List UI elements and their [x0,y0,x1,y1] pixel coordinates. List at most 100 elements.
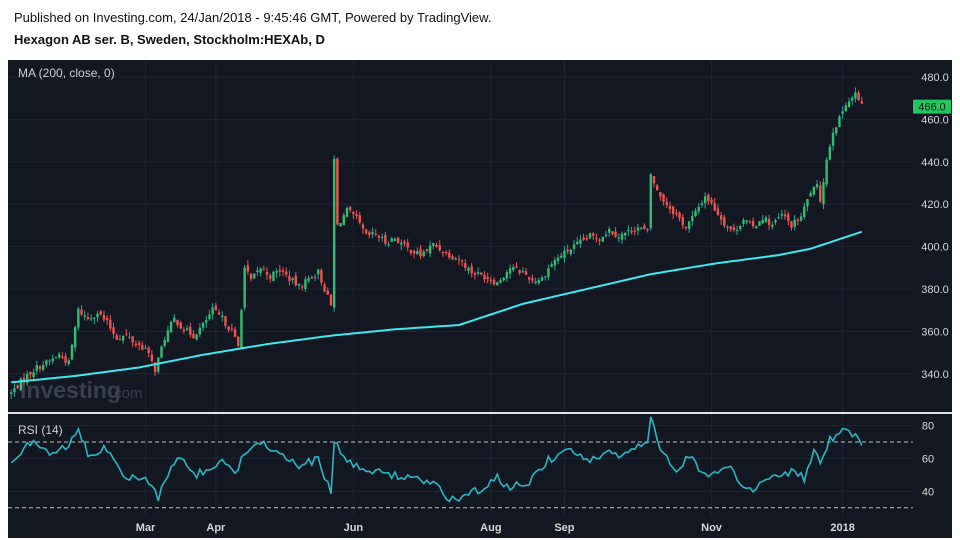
time-axis-background [8,516,952,538]
candle-body [755,226,758,229]
candle-body [550,264,553,267]
candle-body [528,277,531,280]
candle-body [160,346,163,358]
candle-body [259,268,262,273]
candle-body [96,313,99,318]
candle-body [777,217,780,219]
candle-body [67,360,70,365]
candle-body [524,271,528,275]
candle-body [662,194,665,202]
candle-body [403,241,406,244]
candle-body [611,231,614,234]
candle-body [358,215,361,223]
candle-body [211,307,214,315]
candle-body [61,356,64,358]
price-axis-background [913,60,952,412]
candle-body [825,159,828,185]
candle-body [707,194,710,202]
candle-body [51,358,54,362]
candle-body [416,250,419,255]
candle-body [636,227,640,231]
candle-body [189,326,192,335]
price-tick-label: 340.0 [921,369,949,381]
candle-body [323,284,326,292]
candle-body [588,233,592,239]
candle-body [83,315,86,317]
candle-body [422,251,425,257]
candlestick-series [9,87,864,400]
candle-body [643,225,646,229]
candle-body [230,328,234,330]
candle-body [115,335,118,340]
candle-body [601,236,605,242]
candle-body [633,230,636,232]
candle-body [304,279,307,289]
candle-body [9,392,13,394]
rsi-tick-label: 80 [922,421,934,433]
candle-body [828,146,832,160]
candle-body [620,233,624,240]
candle-body [214,305,218,311]
candle-body [281,270,285,272]
candle-body [345,207,349,217]
candle-body [54,357,58,359]
candle-body [73,327,77,348]
candle-body [582,237,585,240]
candle-body [623,232,627,236]
candle-body [844,105,848,111]
candle-body [131,336,134,343]
candle-body [512,267,515,270]
candle-body [265,272,269,275]
candle-body [729,226,732,230]
candle-body [112,327,115,334]
candle-body [771,224,774,227]
candle-body [352,211,355,215]
candle-body [470,266,473,274]
candle-body [121,336,125,341]
candle-body [639,227,643,229]
candle-body [732,227,736,231]
candle-body [153,362,157,373]
candle-body [710,199,713,203]
candle-body [384,234,387,244]
rsi-line [10,416,863,503]
candle-body [678,212,681,219]
candle-body [240,310,243,348]
candle-body [687,221,691,229]
candle-body [125,333,128,335]
candle-body [185,328,189,331]
price-tick-label: 440.0 [921,157,949,169]
candle-body [307,278,310,282]
candle-body [617,237,620,239]
candle-body [221,315,224,318]
candle-body [256,270,259,273]
candle-body [473,273,477,275]
candle-body [368,232,371,235]
candle-body [64,356,67,363]
candle-body [269,275,272,279]
candle-body [179,322,182,329]
candle-body [499,280,502,283]
candle-body [799,216,803,221]
rsi-indicator-label: RSI (14) [18,423,63,437]
candle-body [761,219,764,224]
candle-body [713,202,716,211]
candle-body [208,314,211,320]
candle-body [237,336,240,346]
last-price-marker: 466.0 [913,99,951,114]
candle-body [460,260,464,262]
candle-body [668,205,672,209]
rsi-axis-background [913,414,952,516]
candle-body [483,274,486,280]
price-tick-label: 360.0 [921,326,949,338]
candle-body [134,343,138,346]
candle-body [89,318,93,320]
candle-body [57,354,61,358]
candle-body [723,217,726,227]
candle-body [253,273,256,279]
candle-body [339,222,342,227]
candle-body [790,221,793,228]
candle-body [48,360,51,362]
candle-body [176,320,179,326]
